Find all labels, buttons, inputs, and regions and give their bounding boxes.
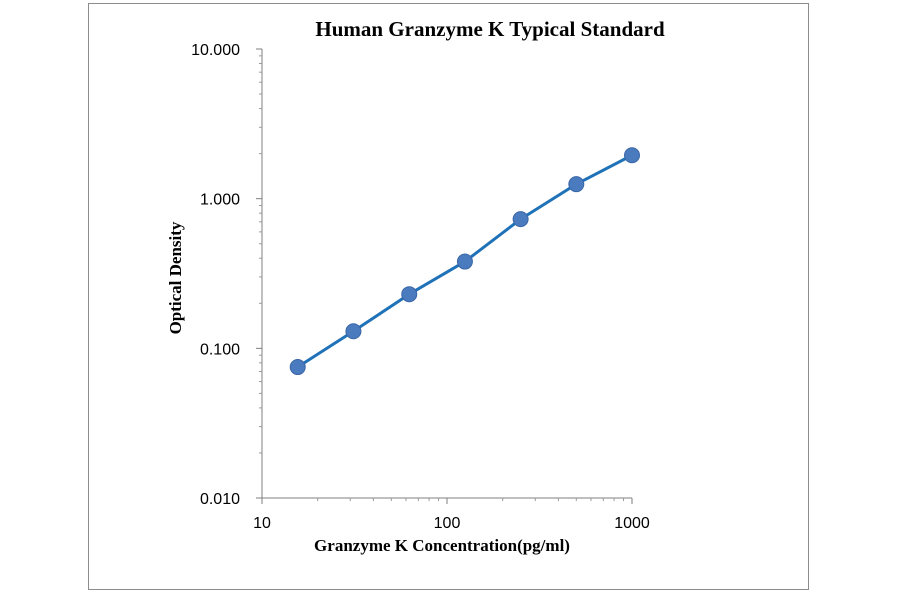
data-point [568, 176, 585, 193]
x-tick-label: 100 [434, 515, 461, 532]
x-tick-label: 10 [253, 515, 271, 532]
y-tick-label: 0.100 [200, 341, 240, 358]
x-tick-label: 1000 [614, 515, 650, 532]
x-axis-label: Granzyme K Concentration(pg/ml) [314, 536, 570, 555]
data-point [624, 147, 640, 164]
y-tick-label: 10.000 [191, 42, 240, 59]
y-tick-label: 0.010 [200, 491, 240, 508]
data-point [512, 211, 529, 228]
data-point [289, 359, 306, 376]
data-point [456, 253, 473, 270]
data-point [345, 323, 362, 340]
chart-frame [88, 3, 809, 590]
chart-title: Human Granzyme K Typical Standard [315, 17, 665, 41]
y-tick-label: 1.000 [200, 192, 240, 209]
data-point [401, 286, 418, 303]
